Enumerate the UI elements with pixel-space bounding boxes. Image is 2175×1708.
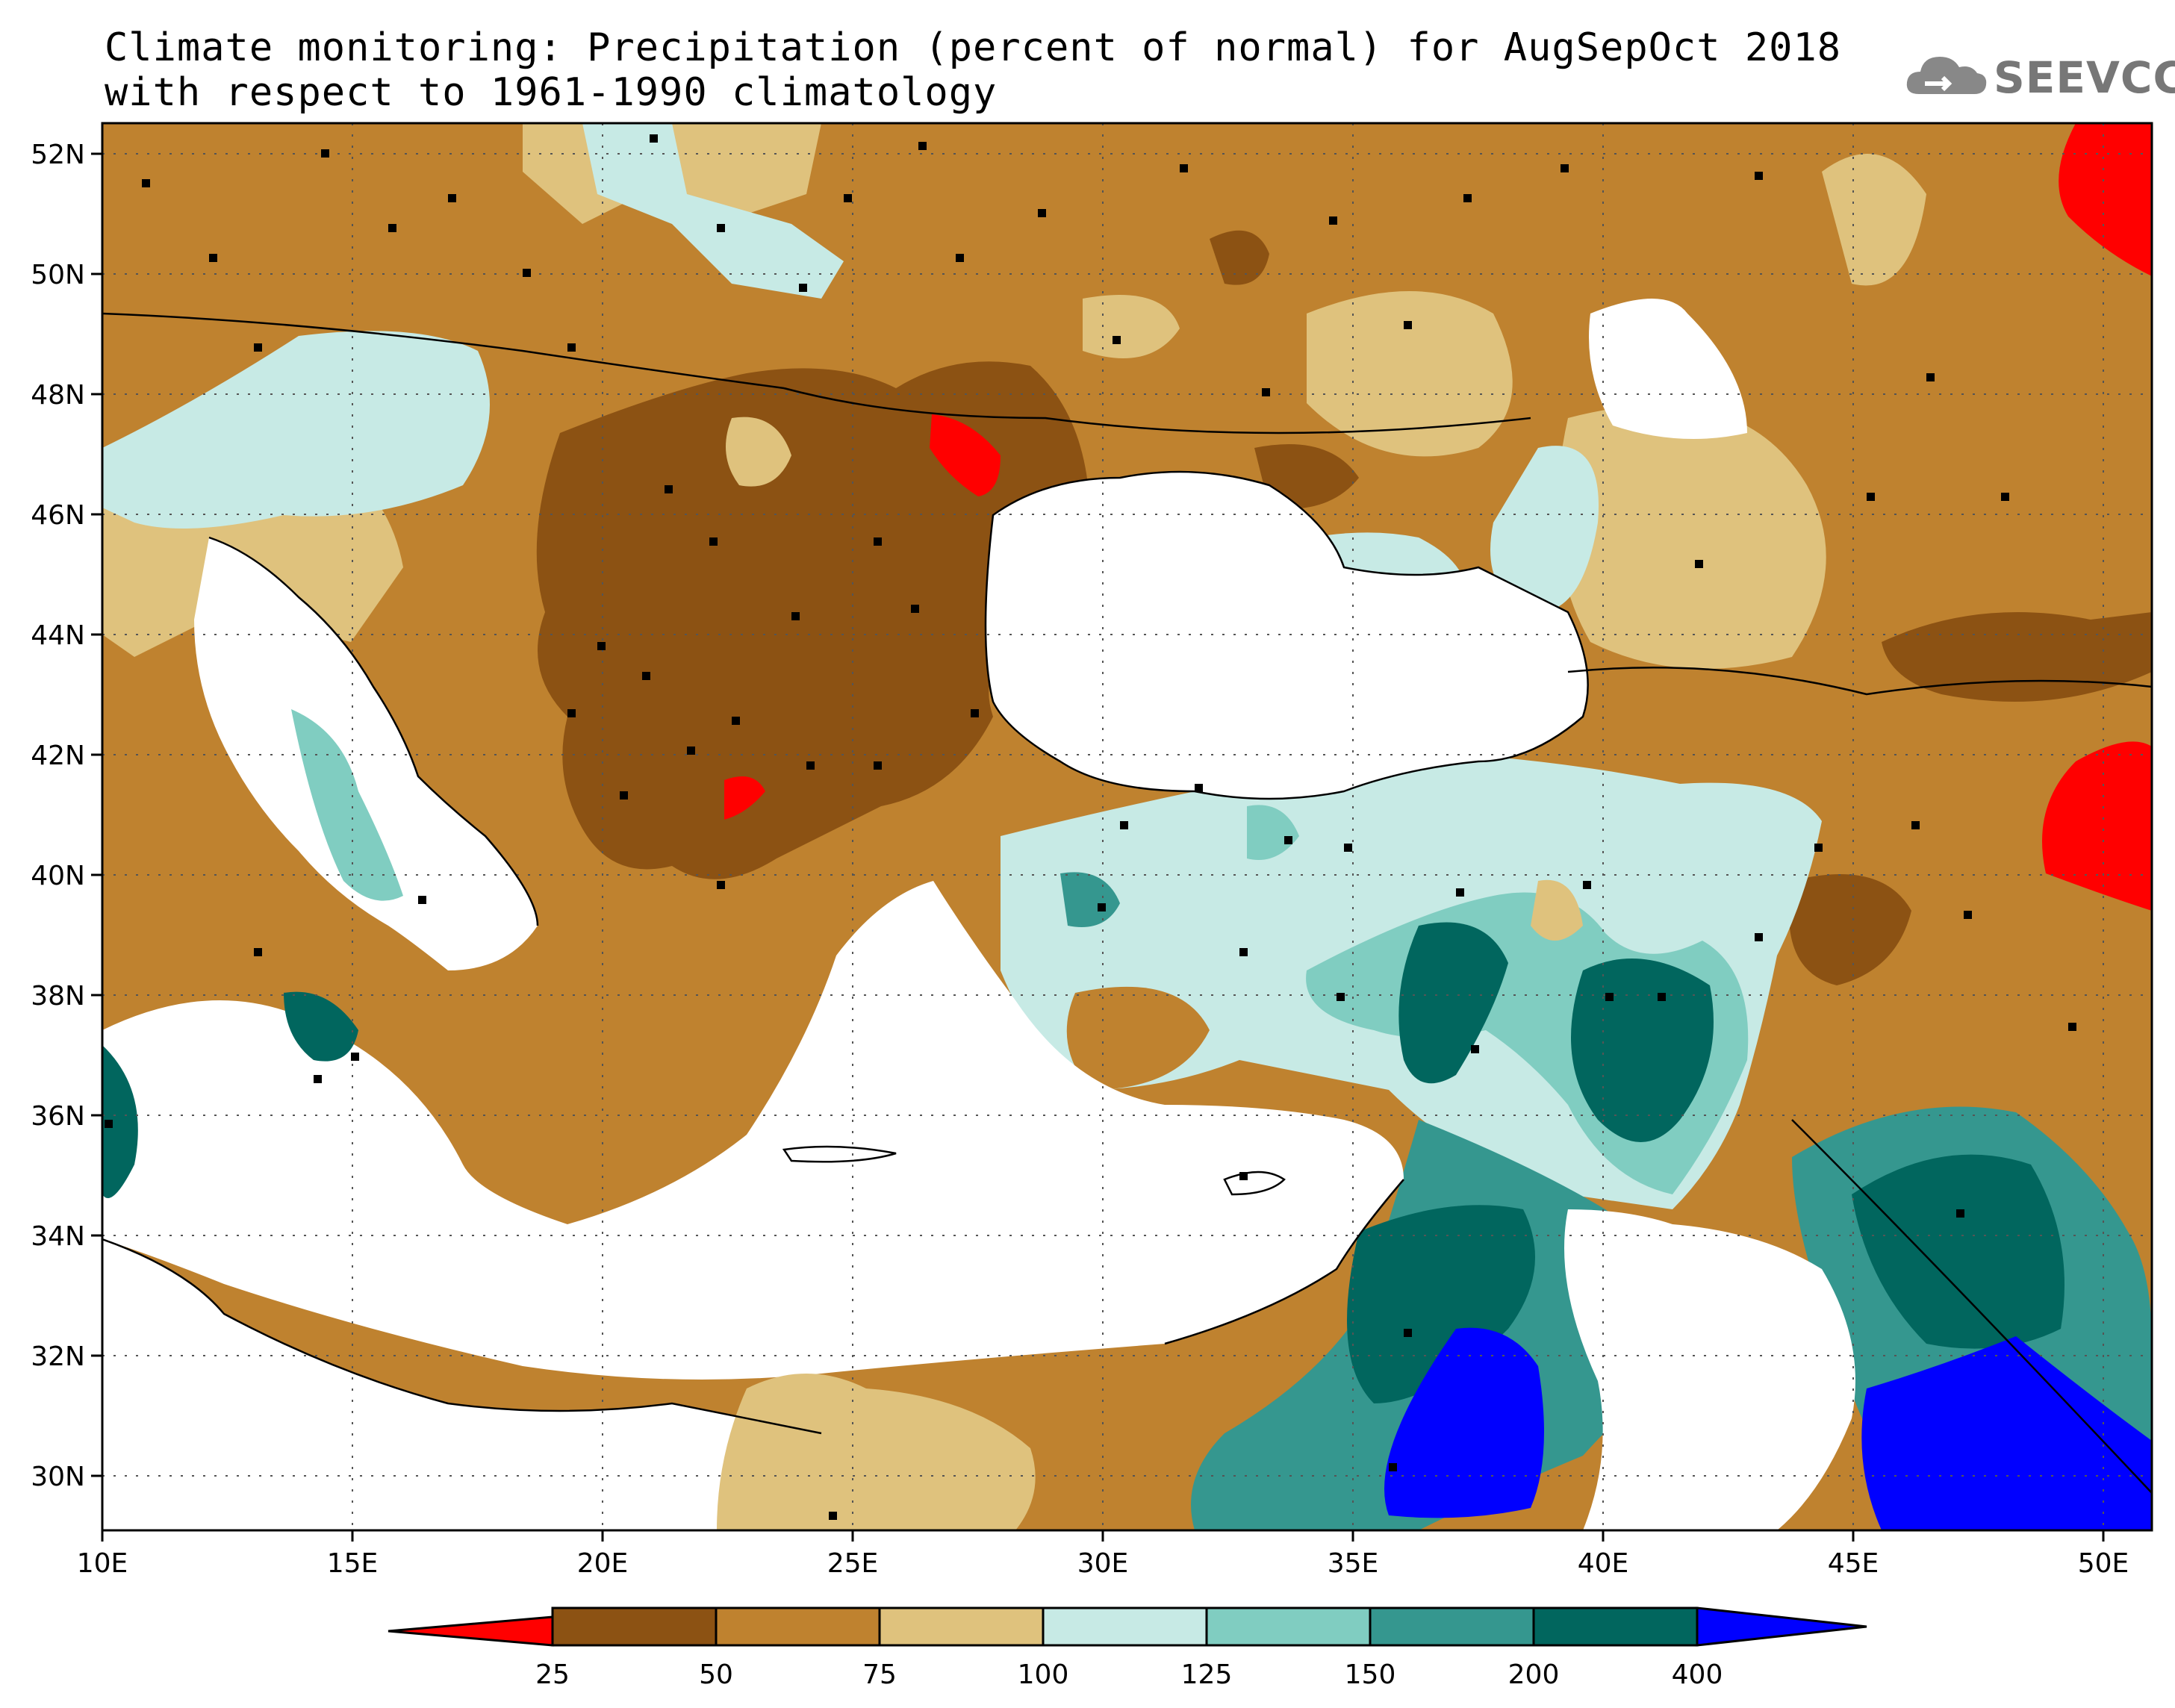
lat-tick-label: 50N <box>31 260 85 290</box>
lat-tick-label: 48N <box>31 380 85 411</box>
lon-tick-label: 25E <box>827 1548 879 1579</box>
station-markers <box>105 134 2076 1520</box>
colorbar-segment <box>1205 1606 1372 1647</box>
cloud-icon <box>1906 57 1987 94</box>
colorbar-triangle-high <box>1696 1606 1867 1647</box>
colorbar-label: 100 <box>1018 1659 1069 1690</box>
title-line-1: Climate monitoring: Precipitation (perce… <box>105 25 1842 70</box>
lon-tick-label: 40E <box>1578 1548 1629 1579</box>
lat-tick-label: 52N <box>31 140 85 170</box>
colorbar-label: 200 <box>1508 1659 1560 1690</box>
lon-tick-label: 35E <box>1328 1548 1379 1579</box>
lat-tick-label: 42N <box>31 741 85 771</box>
colorbar-segment <box>1042 1606 1208 1647</box>
colorbar-label: 50 <box>699 1659 733 1690</box>
colorbar-segment <box>1369 1606 1535 1647</box>
colorbar-segment <box>1532 1606 1699 1647</box>
lat-tick-label: 36N <box>31 1101 85 1132</box>
colorbar-label: 150 <box>1345 1659 1396 1690</box>
title-line-2: with respect to 1961-1990 climatology <box>105 70 998 115</box>
colorbar-labels: 25 50 75 100 125 150 200 400 <box>535 1659 1723 1690</box>
logo-text: SEEVCCC <box>1994 52 2175 103</box>
colorbar-label: 400 <box>1672 1659 1723 1690</box>
lat-tick-label: 30N <box>31 1462 85 1492</box>
latitude-labels: 52N 50N 48N 46N 44N 42N 40N 38N 36N 34N … <box>31 140 85 1492</box>
lat-tick-label: 46N <box>31 500 85 531</box>
coastlines <box>102 312 2152 1494</box>
colorbar-label: 125 <box>1181 1659 1233 1690</box>
axis-ticks <box>91 152 2105 1542</box>
lat-tick-label: 40N <box>31 861 85 891</box>
lat-tick-label: 32N <box>31 1341 85 1372</box>
colorbar-triangle-low <box>388 1615 554 1647</box>
lon-tick-label: 15E <box>327 1548 379 1579</box>
colorbar-segment <box>715 1606 881 1647</box>
lat-tick-label: 34N <box>31 1221 85 1252</box>
lon-tick-label: 50E <box>2078 1548 2129 1579</box>
colorbar <box>388 1606 1867 1647</box>
map-title: Climate monitoring: Precipitation (perce… <box>105 25 1841 115</box>
longitude-labels: 10E 15E 20E 25E 30E 35E 40E 45E 50E <box>77 1548 2129 1579</box>
lon-tick-label: 30E <box>1077 1548 1129 1579</box>
colorbar-segment <box>551 1606 718 1647</box>
lon-tick-label: 10E <box>77 1548 128 1579</box>
colorbar-label: 25 <box>535 1659 570 1690</box>
lon-tick-label: 20E <box>577 1548 629 1579</box>
colorbar-segment <box>878 1606 1045 1647</box>
lat-tick-label: 38N <box>31 981 85 1012</box>
plot-frame <box>101 122 2153 1532</box>
lat-tick-label: 44N <box>31 620 85 651</box>
colorbar-label: 75 <box>862 1659 897 1690</box>
lon-tick-label: 45E <box>1828 1548 1879 1579</box>
seevccc-logo: SEEVCCC <box>1902 46 2175 110</box>
